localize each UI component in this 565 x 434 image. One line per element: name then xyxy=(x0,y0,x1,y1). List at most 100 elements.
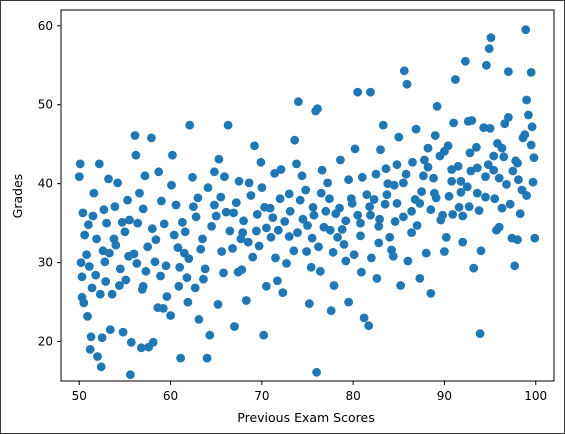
data-point xyxy=(200,264,210,274)
x-tick-label: 100 xyxy=(524,389,547,403)
data-point xyxy=(92,234,101,244)
data-point xyxy=(293,228,302,238)
data-point xyxy=(449,118,458,128)
data-point xyxy=(336,155,345,165)
data-point xyxy=(426,205,436,215)
data-point xyxy=(467,116,477,125)
data-point xyxy=(499,152,509,162)
data-point xyxy=(440,146,449,156)
data-point xyxy=(104,174,113,184)
data-point xyxy=(387,245,396,255)
data-point xyxy=(125,370,135,380)
data-point xyxy=(133,218,143,228)
data-point xyxy=(486,33,496,42)
data-point xyxy=(528,177,538,187)
data-point xyxy=(504,113,513,122)
data-point xyxy=(84,262,94,271)
data-point xyxy=(178,217,187,227)
data-point xyxy=(262,281,271,291)
data-point xyxy=(252,226,261,236)
data-point xyxy=(441,232,451,242)
data-point xyxy=(151,235,161,245)
data-point xyxy=(102,218,111,228)
data-point xyxy=(289,246,299,256)
data-point xyxy=(415,199,425,208)
data-point xyxy=(447,165,457,174)
data-point xyxy=(304,299,314,308)
data-point xyxy=(176,353,186,363)
data-point xyxy=(326,306,336,316)
data-point xyxy=(329,281,339,290)
data-point xyxy=(135,188,144,198)
data-point xyxy=(502,180,511,189)
data-point xyxy=(317,165,327,175)
data-point xyxy=(366,87,375,97)
data-point xyxy=(74,172,84,182)
data-point xyxy=(161,261,171,271)
x-axis-ticks: 50 60 70 80 90 100 xyxy=(72,381,547,403)
x-tick-label: 50 xyxy=(72,389,87,403)
data-point xyxy=(382,190,392,200)
data-point xyxy=(220,172,229,182)
data-point xyxy=(196,244,206,254)
data-point xyxy=(198,234,207,244)
data-point xyxy=(190,283,200,293)
data-point xyxy=(168,150,177,160)
data-point xyxy=(392,160,402,170)
x-tick-label: 80 xyxy=(346,389,361,403)
data-point xyxy=(456,176,466,186)
data-point xyxy=(527,122,537,132)
data-point xyxy=(522,191,531,200)
data-point xyxy=(188,172,197,182)
data-point xyxy=(472,188,482,198)
data-point xyxy=(97,333,107,342)
data-point xyxy=(273,225,283,235)
data-point xyxy=(203,183,213,193)
data-point xyxy=(140,171,150,181)
data-point xyxy=(505,199,515,209)
data-point xyxy=(489,165,499,175)
data-point xyxy=(154,167,164,177)
data-point xyxy=(167,180,176,190)
data-point xyxy=(166,311,176,320)
data-point xyxy=(88,211,98,221)
data-point xyxy=(412,221,422,230)
data-point xyxy=(213,300,223,309)
data-point xyxy=(325,225,335,235)
data-point xyxy=(250,141,259,151)
data-point xyxy=(207,221,217,231)
data-point xyxy=(126,337,136,347)
data-point xyxy=(464,202,474,212)
data-point xyxy=(328,247,338,257)
data-point xyxy=(105,325,115,335)
data-point xyxy=(341,256,351,266)
data-point xyxy=(229,208,239,218)
data-point xyxy=(344,297,353,307)
y-tick-label: 40 xyxy=(38,177,53,191)
data-point xyxy=(520,130,530,140)
y-axis-ticks: 20 30 40 50 60 xyxy=(38,19,61,349)
data-point xyxy=(184,254,194,263)
data-point xyxy=(121,275,131,285)
data-point xyxy=(280,217,290,226)
data-point xyxy=(78,208,88,218)
data-point xyxy=(378,120,388,130)
data-point xyxy=(349,250,359,260)
data-point xyxy=(193,193,203,203)
data-point xyxy=(191,212,201,222)
data-point xyxy=(359,313,369,323)
data-point xyxy=(244,178,254,188)
data-point xyxy=(89,188,99,198)
data-point xyxy=(440,247,449,256)
data-point xyxy=(221,207,231,217)
data-point xyxy=(474,206,484,215)
data-point xyxy=(408,157,417,167)
data-point xyxy=(130,131,140,140)
data-point xyxy=(254,241,264,251)
data-point xyxy=(194,315,204,324)
data-point xyxy=(392,199,402,208)
data-point xyxy=(494,222,504,232)
data-point xyxy=(472,163,482,173)
data-point xyxy=(96,362,106,372)
data-point xyxy=(123,195,132,205)
